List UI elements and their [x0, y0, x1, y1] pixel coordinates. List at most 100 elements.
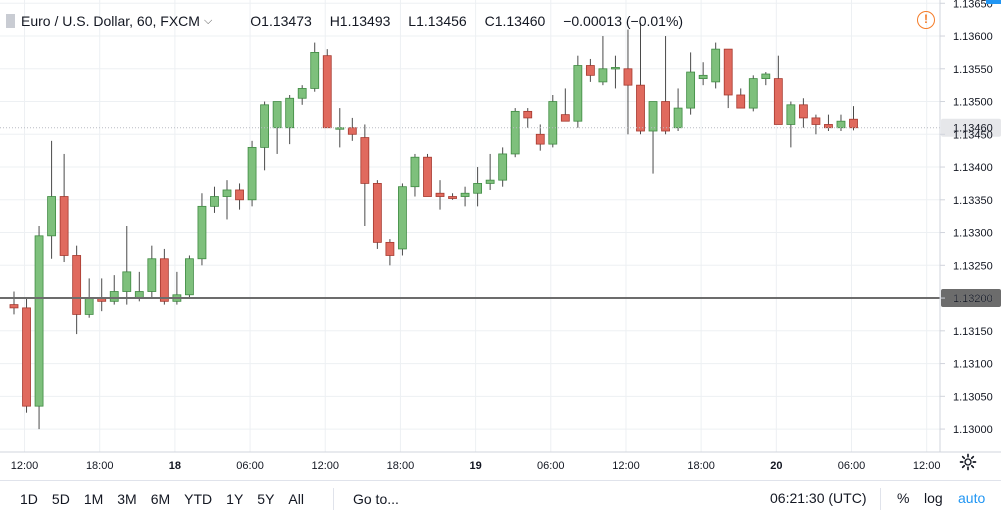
- candle: [210, 186, 219, 213]
- candle-body-down: [372, 183, 382, 243]
- chevron-down-icon[interactable]: ⌵: [203, 14, 213, 27]
- candle: [134, 271, 144, 302]
- candle-body-up: [473, 183, 483, 194]
- range-1y-button[interactable]: 1Y: [226, 490, 244, 507]
- candle: [22, 298, 31, 413]
- candle-body-up: [147, 258, 157, 292]
- candle-body-down: [322, 55, 332, 129]
- range-all-button[interactable]: All: [288, 490, 304, 507]
- y-tick-label: 1.13050: [953, 391, 993, 403]
- candle-body-up: [711, 48, 721, 83]
- candle-body-up: [410, 156, 420, 188]
- candle-body-down: [347, 127, 357, 135]
- candle-body-down: [423, 156, 432, 197]
- candle-body-down: [523, 110, 533, 119]
- price-chart[interactable]: 1.13200 1.13460 1.13650 1.13600 1.13550 1.13…: [0, 0, 1001, 480]
- candle-body-up: [47, 196, 56, 237]
- goto-button[interactable]: Go to...: [332, 487, 399, 510]
- candle-body-down: [72, 255, 82, 315]
- candle-body-up: [548, 101, 558, 145]
- auto-scale-toggle[interactable]: auto: [958, 490, 986, 506]
- candle-body-down: [811, 117, 821, 125]
- candle: [598, 36, 608, 86]
- candle-body-up: [598, 68, 608, 83]
- x-tick-label: 06:00: [838, 460, 866, 472]
- symbol-title[interactable]: Euro / U.S. Dollar, 60, FXCM: [21, 13, 200, 29]
- candle-body-down: [798, 104, 808, 119]
- x-tick-label: 20: [770, 460, 782, 472]
- candle-body-up: [485, 179, 495, 184]
- candle: [460, 186, 470, 207]
- candle: [122, 226, 132, 305]
- range-3m-button[interactable]: 3M: [117, 490, 137, 507]
- candle: [485, 153, 495, 190]
- candle-body-down: [736, 94, 746, 109]
- close-value: C1.13460: [484, 13, 546, 29]
- candle: [360, 124, 370, 226]
- candle: [410, 153, 420, 197]
- candle: [523, 108, 533, 128]
- candle: [185, 255, 194, 299]
- gear-icon[interactable]: [959, 453, 977, 471]
- y-tick-label: 1.13000: [953, 424, 993, 436]
- candle-body-up: [272, 101, 282, 129]
- range-1m-button[interactable]: 1M: [83, 490, 104, 507]
- candle: [59, 153, 69, 263]
- candles: [9, 22, 858, 430]
- candle-body-up: [836, 120, 846, 129]
- candle: [435, 180, 445, 210]
- candle: [761, 72, 771, 86]
- candle-body-down: [22, 307, 31, 407]
- candle: [836, 114, 846, 132]
- candle-body-up: [611, 67, 620, 70]
- utc-clock[interactable]: 06:21:30 (UTC): [770, 490, 867, 506]
- candle: [623, 29, 633, 135]
- candle-body-down: [9, 304, 19, 309]
- candle-body-down: [235, 189, 244, 201]
- open-value: O1.13473: [250, 13, 312, 29]
- candle: [109, 275, 119, 305]
- candle-body-up: [285, 97, 295, 129]
- candle-body-up: [761, 73, 771, 80]
- range-6m-button[interactable]: 6M: [150, 490, 171, 507]
- ohlc-values: O1.13473 H1.13493 L1.13456 C1.13460 −0.0…: [250, 13, 697, 29]
- candle: [648, 101, 658, 174]
- candle-body-down: [585, 65, 595, 76]
- symbol-legend[interactable]: Euro / U.S. Dollar, 60, FXCM ⌵ O1.13473 …: [6, 10, 697, 32]
- candle: [260, 101, 270, 171]
- candle-body-down: [623, 68, 633, 86]
- candle: [636, 22, 645, 135]
- candle: [473, 167, 483, 207]
- candle-body-down: [560, 114, 570, 122]
- candle-body-up: [122, 271, 132, 292]
- y-tick-label: 1.13200: [953, 293, 993, 305]
- range-1d-button[interactable]: 1D: [20, 490, 38, 507]
- percent-scale-toggle[interactable]: %: [897, 490, 910, 506]
- candle-body-down: [636, 84, 645, 132]
- candle: [297, 85, 307, 105]
- candle-body-up: [398, 186, 407, 250]
- x-tick-label: 18:00: [86, 460, 114, 472]
- warning-icon[interactable]: !: [917, 11, 935, 29]
- candle: [423, 153, 432, 197]
- range-ytd-button[interactable]: YTD: [184, 490, 213, 507]
- candle-body-down: [849, 118, 858, 129]
- hline-price-badge: [941, 289, 1001, 308]
- candle: [385, 239, 395, 266]
- candle-body-down: [448, 196, 457, 199]
- candle: [798, 98, 808, 128]
- range-5y-button[interactable]: 5Y: [257, 490, 275, 507]
- candle: [711, 42, 721, 89]
- candle: [147, 245, 157, 299]
- log-scale-toggle[interactable]: log: [924, 490, 943, 506]
- candle: [372, 180, 382, 249]
- change-value: −0.00013 (−0.01%): [563, 13, 684, 29]
- x-tick-label: 12:00: [311, 460, 339, 472]
- candle: [285, 94, 295, 145]
- candle: [235, 183, 244, 210]
- candle: [849, 106, 858, 131]
- y-tick-label: 1.13550: [953, 64, 993, 76]
- candle: [824, 114, 833, 132]
- range-5d-button[interactable]: 5D: [51, 490, 70, 507]
- candle: [197, 193, 207, 266]
